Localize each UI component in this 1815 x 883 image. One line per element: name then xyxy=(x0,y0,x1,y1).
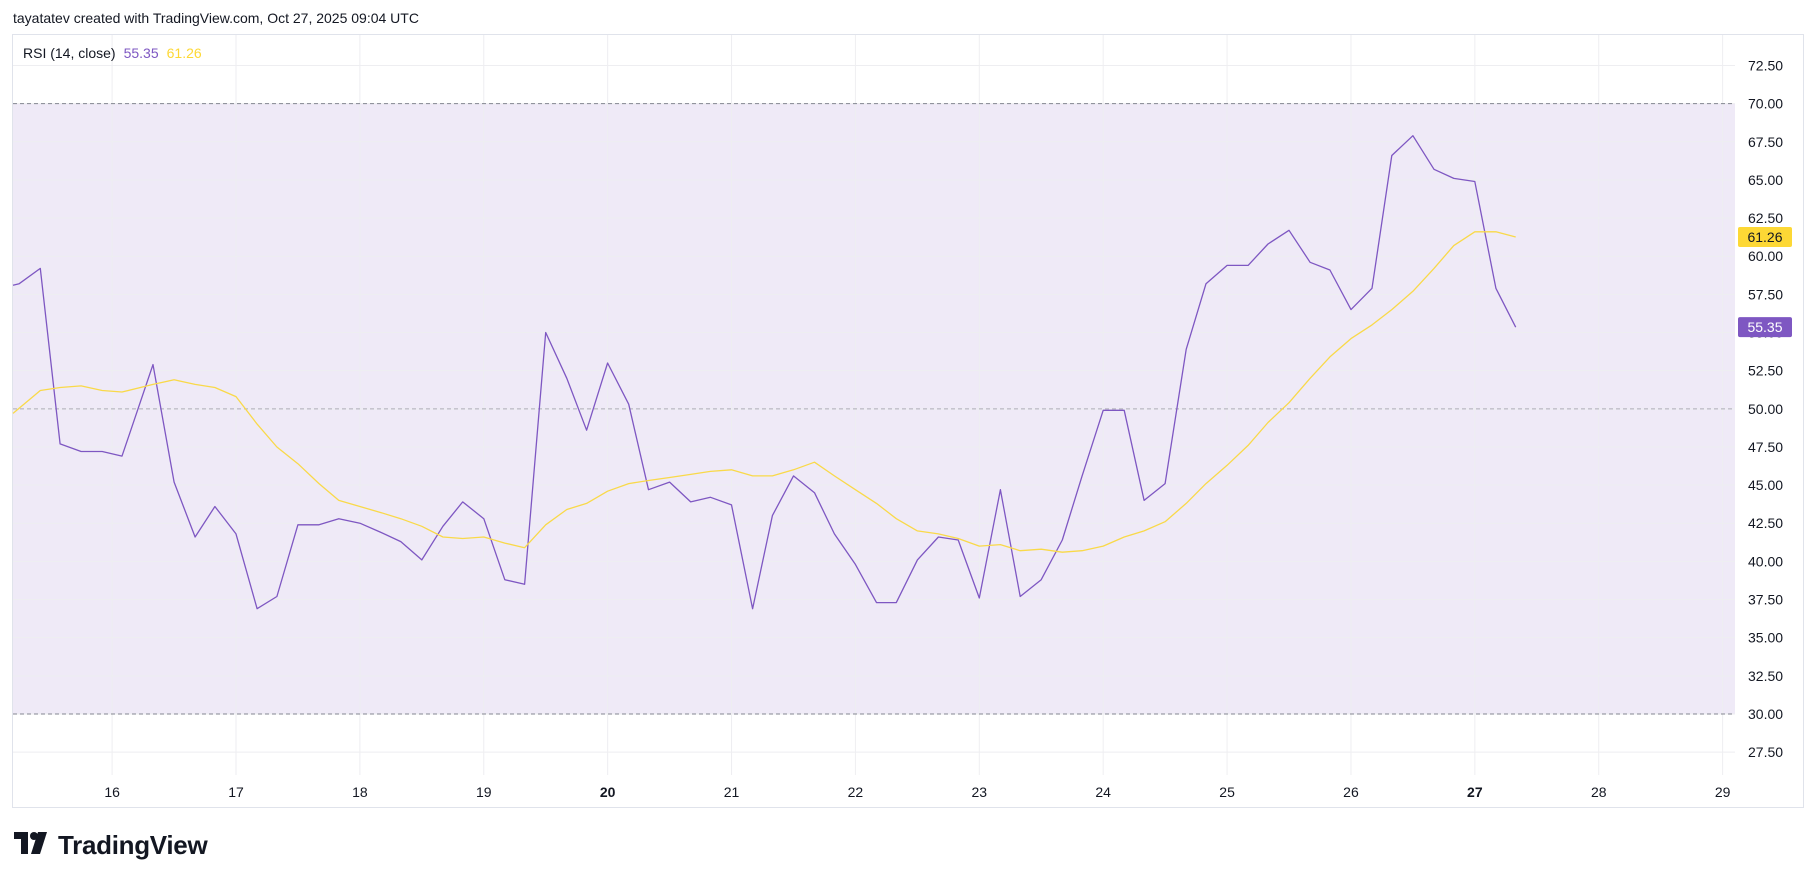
y-tick-label: 42.50 xyxy=(1748,515,1783,531)
y-tick-label: 27.50 xyxy=(1748,744,1783,760)
indicator-legend[interactable]: RSI (14, close) 55.35 61.26 xyxy=(23,45,202,61)
y-tick-label: 60.00 xyxy=(1748,248,1783,264)
brand[interactable]: TradingView xyxy=(14,830,208,861)
legend-ma-value: 61.26 xyxy=(166,45,202,61)
y-tick-label: 40.00 xyxy=(1748,553,1783,569)
y-tick-label: 30.00 xyxy=(1748,706,1783,722)
chart-frame xyxy=(12,34,1804,808)
rsi-line xyxy=(12,135,1517,610)
x-tick-label: 16 xyxy=(104,784,120,800)
x-tick-label: 27 xyxy=(1467,784,1483,800)
x-tick-label: 20 xyxy=(600,784,616,800)
tradingview-logo-icon xyxy=(14,832,50,859)
legend-title: RSI (14, close) xyxy=(23,45,116,61)
legend-rsi-value: 55.35 xyxy=(123,45,159,61)
x-tick-label: 18 xyxy=(352,784,368,800)
rsi-chart[interactable]: 27.50 30.00 32.50 35.00 37.50 40.00 42.50 45.00… xyxy=(0,0,1815,810)
y-tick-label: 35.00 xyxy=(1748,630,1783,646)
y-tick-label: 50.00 xyxy=(1748,401,1783,417)
brand-wordmark: TradingView xyxy=(58,830,208,860)
x-tick-label: 17 xyxy=(228,784,244,800)
x-tick-label: 28 xyxy=(1591,784,1607,800)
y-tick-label: 67.50 xyxy=(1748,134,1783,150)
rsi-ma-line xyxy=(12,231,1516,553)
x-tick-label: 23 xyxy=(972,784,988,800)
y-tick-label: 52.50 xyxy=(1748,363,1783,379)
x-tick-label: 22 xyxy=(848,784,864,800)
x-tick-label: 24 xyxy=(1095,784,1111,800)
y-tick-label: 70.00 xyxy=(1748,96,1783,112)
y-tick-label: 47.50 xyxy=(1748,439,1783,455)
y-tick-label: 37.50 xyxy=(1748,592,1783,608)
rsi-last-value-badge-bg xyxy=(1738,317,1792,338)
y-tick-label: 45.00 xyxy=(1748,477,1783,493)
y-tick-label: 65.00 xyxy=(1748,172,1783,188)
x-tick-label: 19 xyxy=(476,784,492,800)
x-tick-label: 21 xyxy=(724,784,740,800)
ma-last-value-badge-bg xyxy=(1738,227,1792,248)
y-tick-label: 57.50 xyxy=(1748,286,1783,302)
chart-attribution: tayatatev created with TradingView.com, … xyxy=(13,10,419,26)
y-tick-label: 72.50 xyxy=(1748,58,1783,74)
x-tick-label: 25 xyxy=(1219,784,1235,800)
ma-last-value-badge: 61.26 xyxy=(1747,229,1782,245)
y-tick-label: 62.50 xyxy=(1748,210,1783,226)
y-tick-label: 32.50 xyxy=(1748,668,1783,684)
x-tick-label: 26 xyxy=(1343,784,1359,800)
rsi-last-value-badge: 55.35 xyxy=(1747,319,1782,335)
x-tick-label: 29 xyxy=(1715,784,1731,800)
